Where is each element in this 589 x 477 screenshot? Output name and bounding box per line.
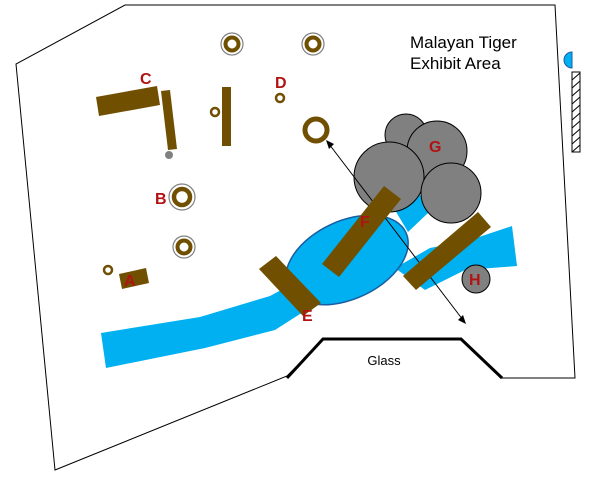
zone-label-c: C (140, 71, 152, 88)
log-d (222, 87, 231, 146)
zone-label-a: A (124, 273, 136, 290)
ring-marker (301, 32, 325, 56)
log-c-vertical (161, 90, 177, 150)
logs (96, 86, 491, 316)
zone-label-g: G (429, 139, 441, 156)
log-a (119, 268, 149, 289)
ring-marker-large (302, 116, 330, 144)
ring-markers (102, 32, 330, 276)
log-f (322, 186, 401, 277)
exhibit-title-line1: Malayan Tiger (410, 33, 517, 52)
log-c-horizontal (96, 86, 160, 116)
ring-marker-small (209, 106, 221, 118)
stream-left (101, 280, 314, 368)
ring-marker-small (102, 264, 114, 276)
ring-marker-b (168, 183, 196, 211)
rock-cluster-g (353, 113, 482, 224)
zone-label-e: E (302, 308, 313, 325)
measurement-arrow (326, 140, 466, 324)
glass-window (285, 337, 504, 380)
ring-marker (220, 32, 244, 56)
zone-label-h: H (469, 272, 481, 289)
rock (420, 162, 482, 224)
zone-label-b: B (155, 191, 167, 208)
log-right (403, 212, 491, 290)
log-e (259, 256, 321, 316)
zone-label-d: D (275, 75, 287, 92)
rock-h (461, 264, 491, 294)
ring-marker (172, 235, 196, 259)
glass-label: Glass (367, 353, 401, 368)
ring-marker-small (274, 92, 286, 104)
water-drinker-icon (563, 51, 573, 69)
zone-label-f: F (360, 214, 370, 231)
exhibit-title-line2: Exhibit Area (410, 54, 501, 73)
gate-hatching (571, 72, 581, 153)
post-stub (165, 151, 173, 159)
